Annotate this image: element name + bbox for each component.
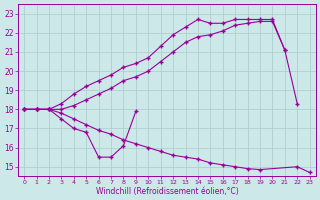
X-axis label: Windchill (Refroidissement éolien,°C): Windchill (Refroidissement éolien,°C) xyxy=(96,187,238,196)
